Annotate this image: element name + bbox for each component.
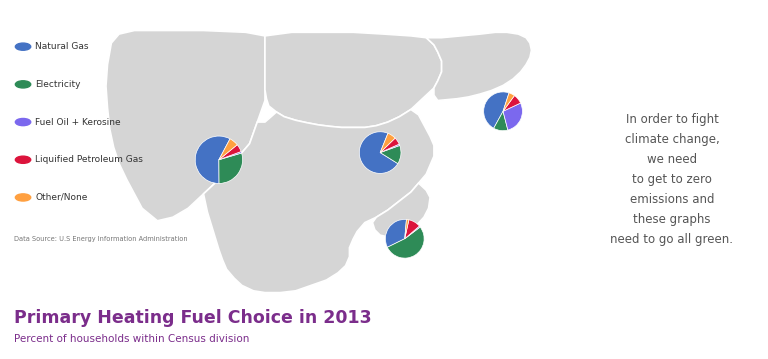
- Text: Data Source: U.S Energy Information Administration: Data Source: U.S Energy Information Admi…: [14, 236, 187, 242]
- Wedge shape: [405, 220, 419, 239]
- Wedge shape: [405, 219, 409, 239]
- Wedge shape: [503, 95, 521, 111]
- Text: Primary Heating Fuel Choice in 2013: Primary Heating Fuel Choice in 2013: [14, 309, 372, 327]
- Wedge shape: [387, 227, 424, 258]
- Wedge shape: [359, 132, 398, 173]
- Polygon shape: [204, 109, 434, 293]
- Wedge shape: [380, 145, 401, 164]
- Wedge shape: [219, 151, 242, 160]
- Text: Liquified Petroleum Gas: Liquified Petroleum Gas: [35, 155, 143, 164]
- Wedge shape: [219, 145, 241, 160]
- Text: Other/None: Other/None: [35, 193, 88, 202]
- Wedge shape: [405, 226, 420, 239]
- Wedge shape: [386, 219, 406, 247]
- Wedge shape: [503, 103, 522, 130]
- Polygon shape: [372, 183, 430, 237]
- Circle shape: [15, 81, 31, 88]
- Circle shape: [15, 118, 31, 126]
- Wedge shape: [494, 111, 508, 131]
- Circle shape: [15, 43, 31, 50]
- Wedge shape: [484, 92, 509, 128]
- Wedge shape: [380, 138, 399, 153]
- Polygon shape: [265, 32, 442, 127]
- Text: In order to fight
climate change,
we need
to get to zero
emissions and
these gra: In order to fight climate change, we nee…: [611, 113, 733, 246]
- Circle shape: [15, 156, 31, 163]
- Circle shape: [15, 194, 31, 201]
- Text: Fuel Oil + Kerosine: Fuel Oil + Kerosine: [35, 117, 121, 127]
- Text: Natural Gas: Natural Gas: [35, 42, 89, 51]
- Wedge shape: [195, 136, 230, 183]
- Polygon shape: [426, 32, 531, 101]
- Text: Percent of households within Census division: Percent of households within Census divi…: [14, 334, 249, 344]
- Wedge shape: [219, 139, 237, 160]
- Wedge shape: [503, 93, 515, 111]
- Wedge shape: [380, 144, 399, 153]
- Wedge shape: [380, 133, 396, 153]
- Text: Electricity: Electricity: [35, 80, 81, 89]
- Polygon shape: [106, 31, 265, 221]
- Wedge shape: [219, 153, 243, 183]
